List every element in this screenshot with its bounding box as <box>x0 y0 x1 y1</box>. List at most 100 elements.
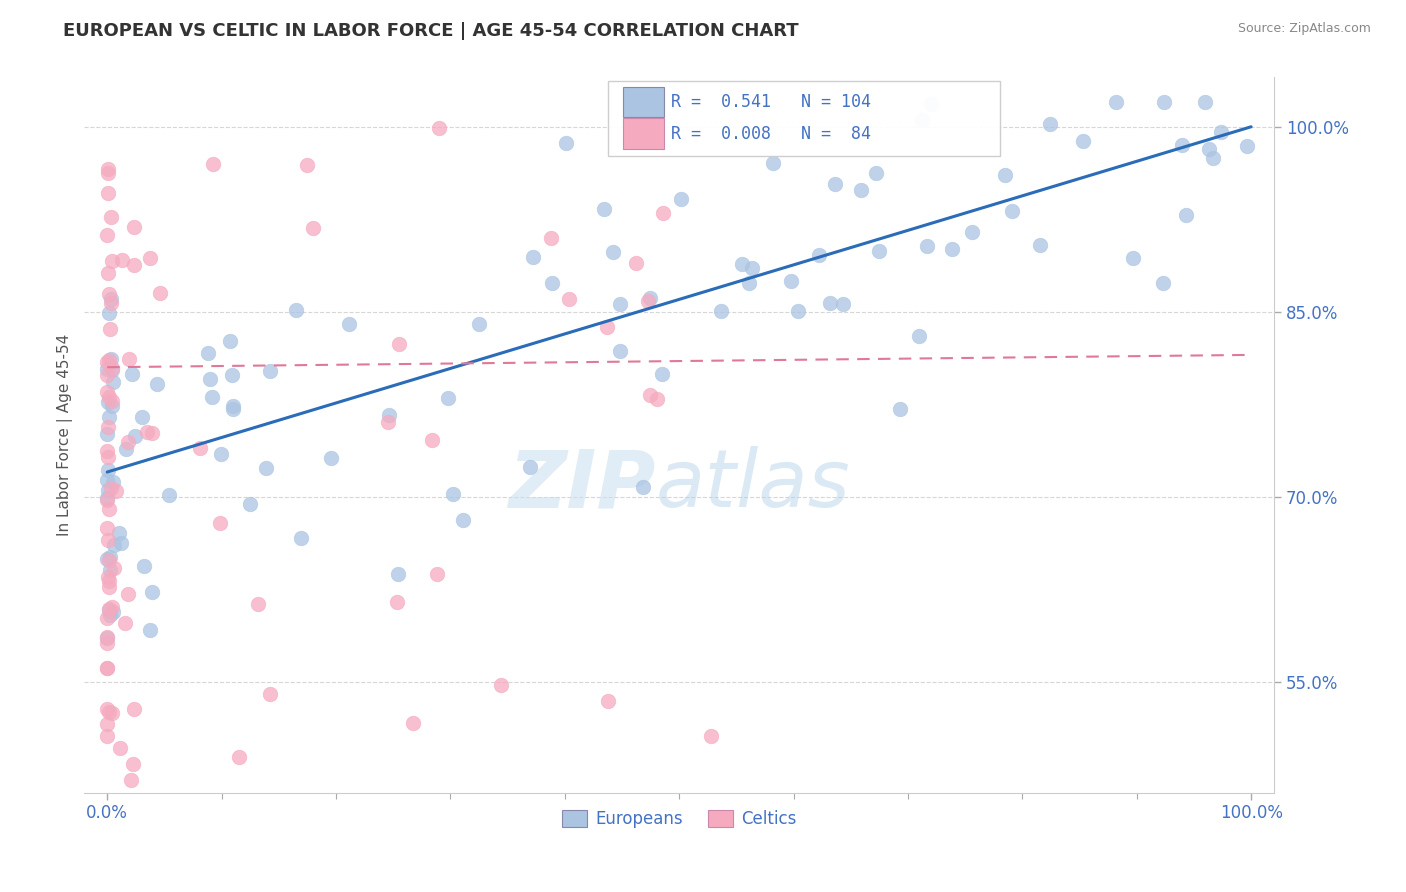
Point <box>993 168 1015 182</box>
Point <box>96 355 118 369</box>
Text: Source: ZipAtlas.com: Source: ZipAtlas.com <box>1237 22 1371 36</box>
Point <box>228 749 250 764</box>
Point <box>117 434 139 449</box>
Point <box>100 394 122 409</box>
Point <box>124 429 146 443</box>
Point <box>645 392 668 407</box>
Point <box>1153 95 1175 109</box>
Point <box>97 705 120 719</box>
Point <box>98 563 121 577</box>
Point <box>96 701 118 715</box>
Point <box>157 487 180 501</box>
Point <box>98 410 121 425</box>
Point <box>254 461 277 475</box>
Point <box>388 336 411 351</box>
Point <box>609 296 631 310</box>
Point <box>98 306 121 320</box>
Point <box>96 520 118 534</box>
Point <box>97 502 120 516</box>
Point <box>96 716 118 731</box>
Point <box>188 441 211 455</box>
Point <box>624 256 647 270</box>
Point <box>637 293 659 308</box>
Point <box>97 166 120 180</box>
Point <box>1039 117 1062 131</box>
Point <box>201 390 224 404</box>
Point <box>1171 138 1194 153</box>
Point <box>519 460 541 475</box>
Point <box>889 401 911 416</box>
Point <box>100 292 122 306</box>
Point <box>831 297 853 311</box>
Point <box>962 225 984 239</box>
Point <box>104 483 127 498</box>
Point <box>120 772 142 787</box>
Point <box>377 415 399 429</box>
Point <box>139 251 162 265</box>
Legend: Europeans, Celtics: Europeans, Celtics <box>555 803 803 834</box>
Point <box>1029 238 1052 252</box>
Point <box>1194 95 1216 109</box>
Point <box>387 567 409 582</box>
Point <box>98 390 121 404</box>
Point <box>100 210 122 224</box>
Point <box>1198 142 1220 156</box>
Point <box>96 729 118 743</box>
Point <box>1202 152 1225 166</box>
Point <box>101 706 124 720</box>
Point <box>731 257 754 271</box>
Point <box>652 205 675 219</box>
Point <box>96 444 118 458</box>
Point <box>101 360 124 375</box>
Point <box>100 399 122 413</box>
Text: atlas: atlas <box>655 446 851 524</box>
Point <box>290 531 312 545</box>
Point <box>100 295 122 310</box>
Point <box>402 716 425 731</box>
Point <box>115 442 138 456</box>
Point <box>807 248 830 262</box>
Point <box>865 166 887 180</box>
Point <box>97 602 120 616</box>
Point <box>96 661 118 675</box>
Point <box>101 600 124 615</box>
Point <box>598 694 620 708</box>
Point <box>319 450 342 465</box>
Point <box>849 183 872 197</box>
Point <box>441 487 464 501</box>
Point <box>737 276 759 290</box>
Point <box>427 121 450 136</box>
Point <box>818 295 841 310</box>
Point <box>491 678 513 692</box>
Point <box>96 552 118 566</box>
Point <box>1236 139 1258 153</box>
Text: ZIP: ZIP <box>508 446 655 524</box>
Point <box>453 513 475 527</box>
Point <box>651 367 673 381</box>
Point <box>97 162 120 177</box>
Point <box>259 364 281 378</box>
Point <box>1122 252 1144 266</box>
Point <box>136 425 159 439</box>
Point <box>96 474 118 488</box>
Point <box>96 630 118 644</box>
Point <box>700 729 723 743</box>
Point <box>911 113 934 128</box>
Y-axis label: In Labor Force | Age 45-54: In Labor Force | Age 45-54 <box>58 334 73 536</box>
Point <box>122 701 145 715</box>
Point <box>103 538 125 552</box>
Point <box>98 608 121 623</box>
Point <box>285 302 308 317</box>
Point <box>98 550 121 565</box>
FancyBboxPatch shape <box>623 87 664 117</box>
Point <box>1071 134 1094 148</box>
Point <box>121 367 143 381</box>
Point <box>920 97 942 112</box>
Point <box>96 491 118 505</box>
Point <box>97 353 120 368</box>
Point <box>96 368 118 383</box>
Point <box>96 362 118 376</box>
Point <box>97 603 120 617</box>
Point <box>97 266 120 280</box>
Point <box>337 317 360 331</box>
